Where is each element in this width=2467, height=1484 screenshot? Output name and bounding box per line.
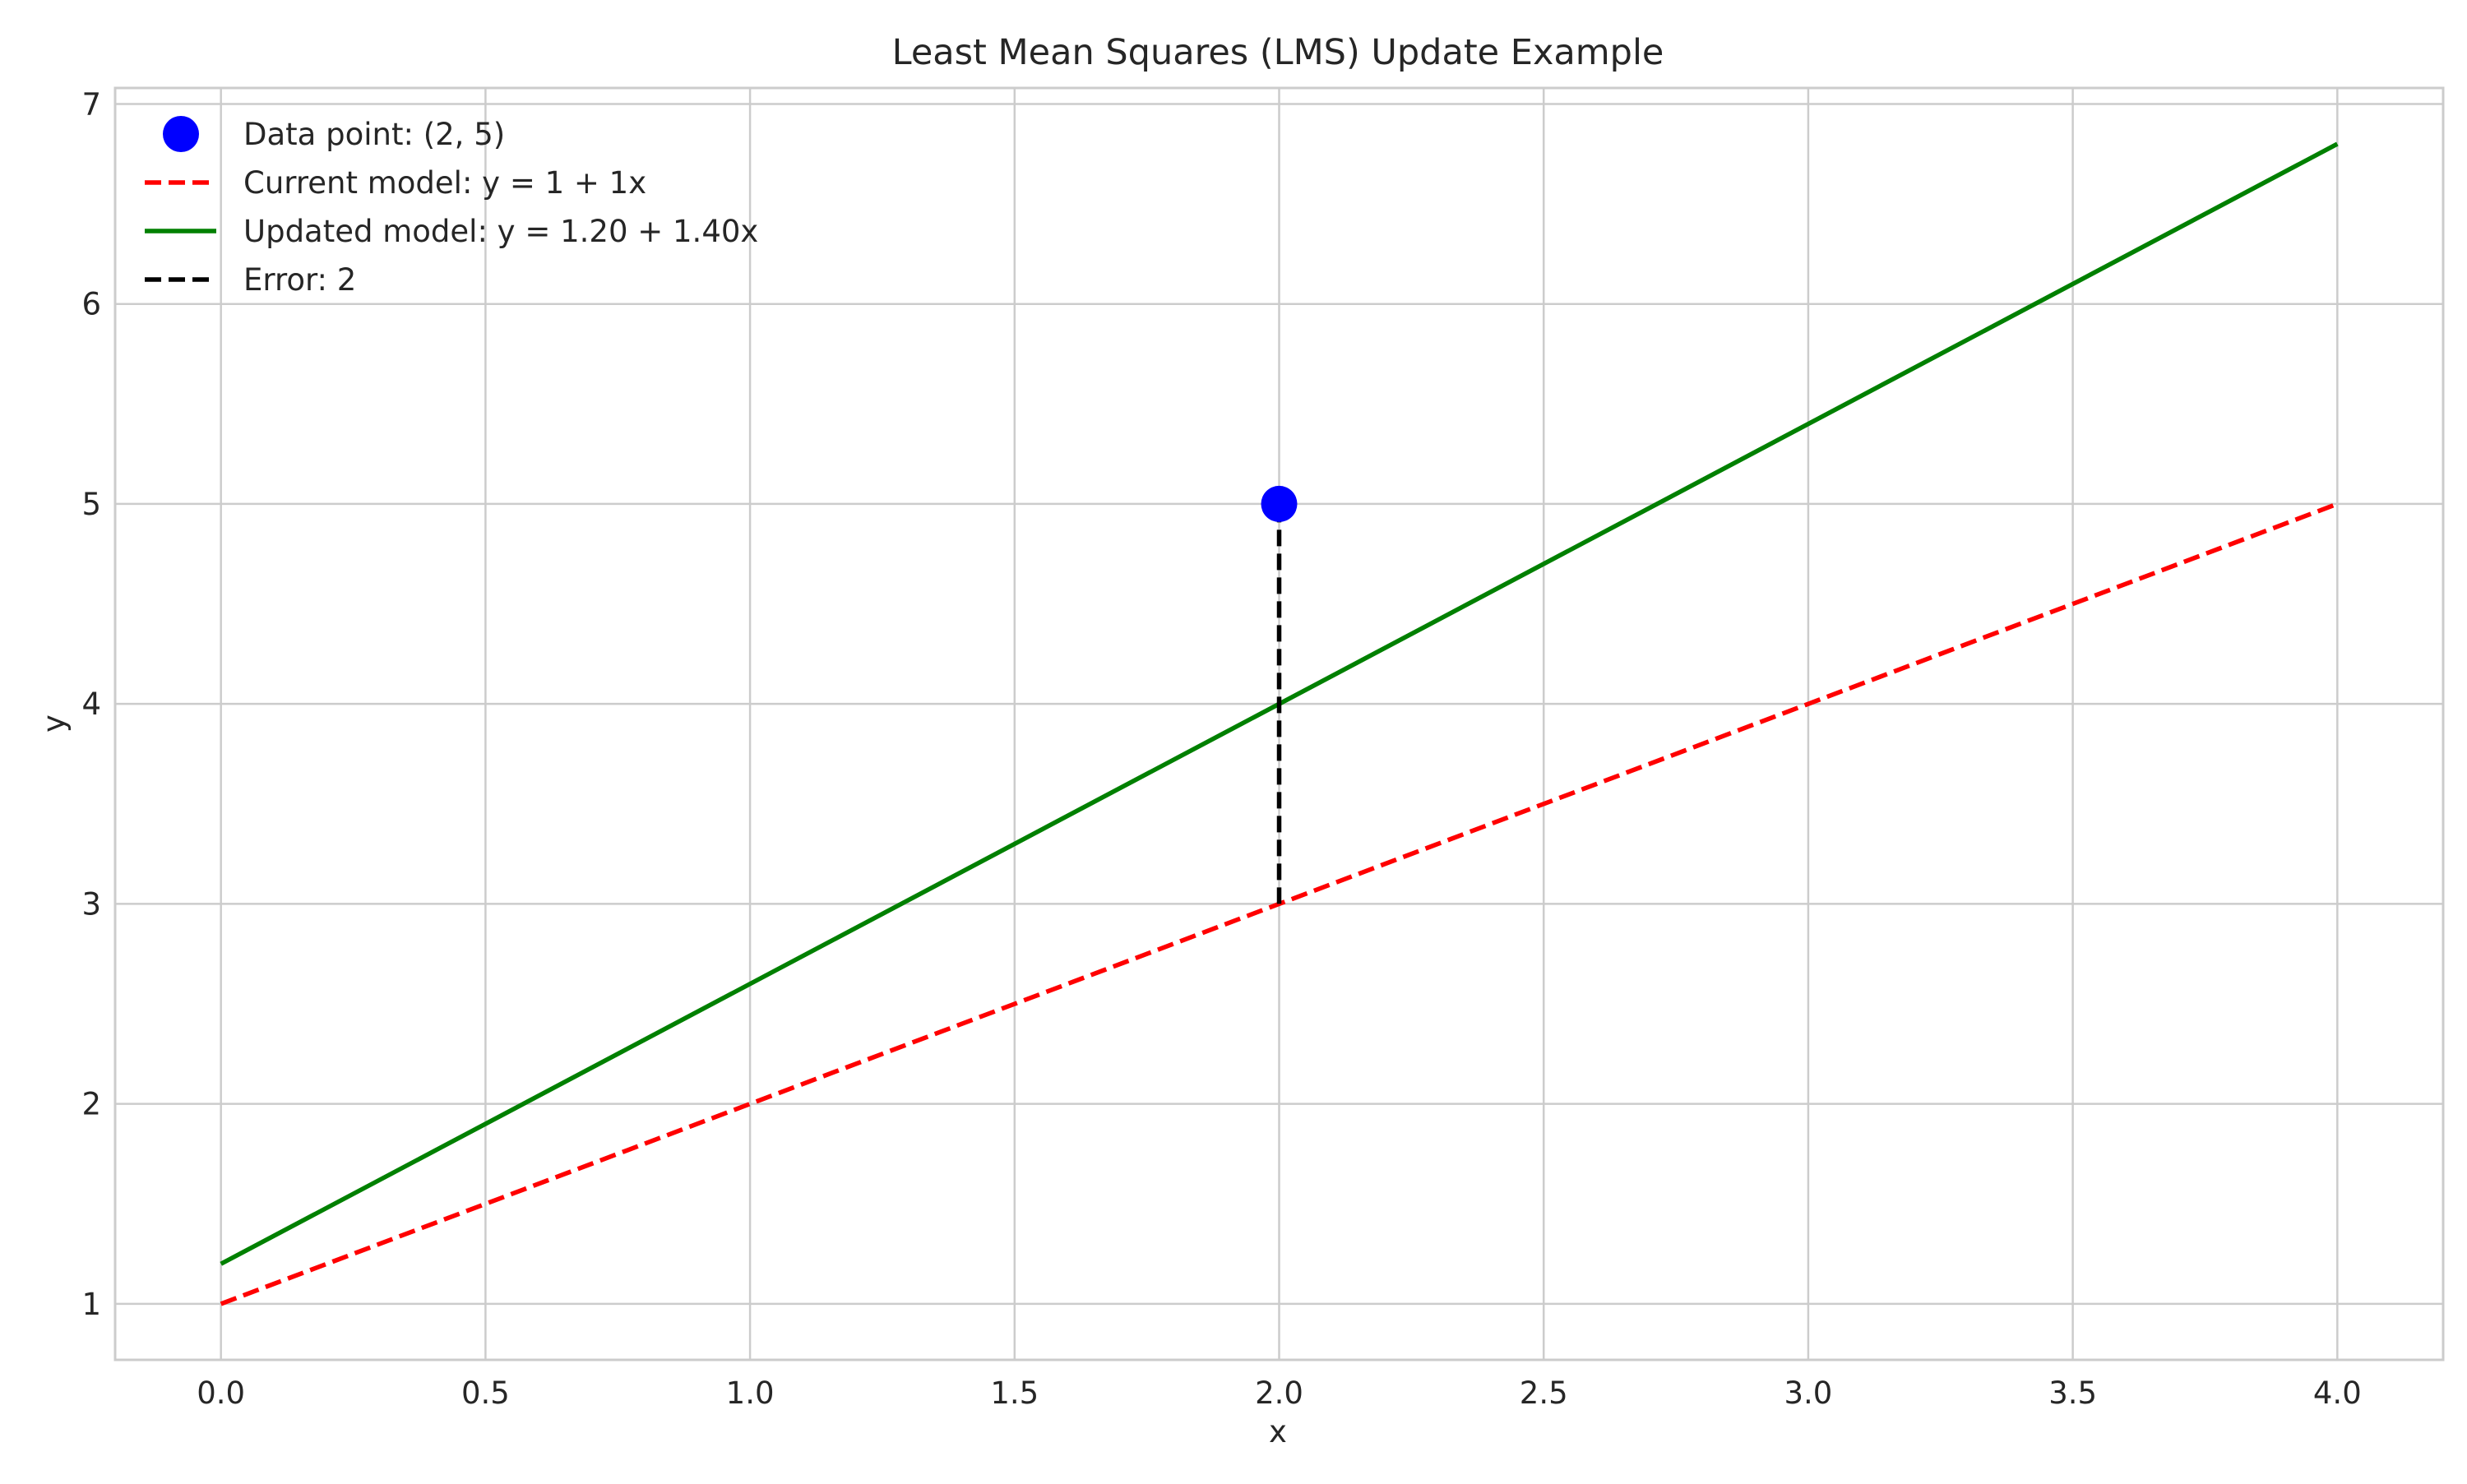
x-tick-label: 4.0 (2313, 1375, 2362, 1411)
tick-labels: 0.0 0.5 1.0 1.5 2.0 2.5 3.0 3.5 4.0 1 2 3 4 5 6 7 (81, 86, 2361, 1411)
plot-frame (113, 86, 2445, 1361)
x-tick-label: 1.5 (990, 1375, 1039, 1411)
legend-label-data-point: Data point: (2, 5) (243, 117, 505, 152)
y-tick-label: 3 (81, 886, 101, 922)
x-tick-label: 2.5 (1520, 1375, 1568, 1411)
legend-label-current-model: Current model: y = 1 + 1x (243, 165, 646, 201)
data-point-marker (1261, 485, 1298, 522)
legend-label-updated-model: Updated model: y = 1.20 + 1.40x (243, 214, 758, 249)
y-tick-label: 7 (81, 86, 101, 122)
y-tick-label: 2 (81, 1087, 101, 1122)
x-tick-label: 3.0 (1784, 1375, 1832, 1411)
y-tick-label: 5 (81, 487, 101, 522)
y-tick-label: 6 (81, 287, 101, 322)
x-tick-label: 3.5 (2048, 1375, 2097, 1411)
y-axis-label: y (36, 714, 72, 733)
series (220, 141, 2339, 1306)
x-tick-label: 0.0 (197, 1375, 245, 1411)
legend: Data point: (2, 5) Current model: y = 1 +… (145, 116, 758, 298)
chart-title: Least Mean Squares (LMS) Update Example (892, 32, 1664, 73)
legend-label-error: Error: 2 (243, 262, 356, 298)
x-tick-label: 0.5 (461, 1375, 510, 1411)
y-tick-label: 4 (81, 687, 101, 722)
x-axis-label: x (1269, 1414, 1287, 1449)
x-tick-label: 1.0 (726, 1375, 775, 1411)
x-tick-label: 2.0 (1255, 1375, 1303, 1411)
y-tick-label: 1 (81, 1287, 101, 1322)
legend-marker-data-point (163, 116, 199, 152)
